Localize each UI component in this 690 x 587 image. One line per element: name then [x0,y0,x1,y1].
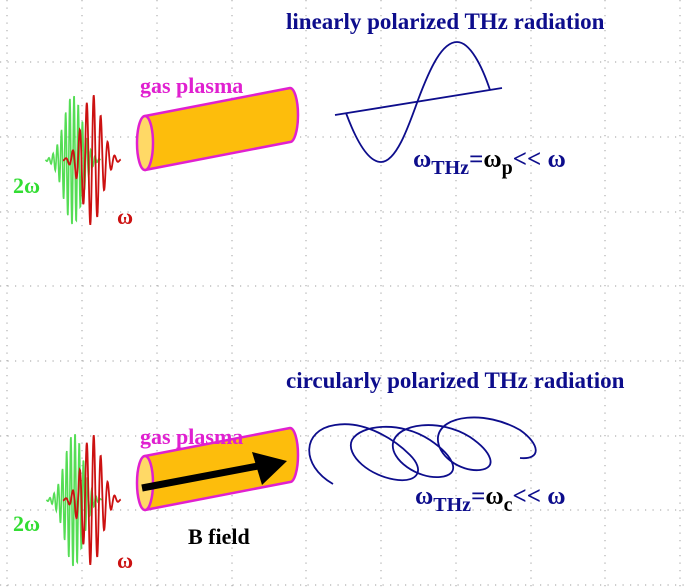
formula-plasma-frequency: ωTHz=ωp<< ω [413,146,566,178]
red-omega-pulse-top [62,95,122,226]
b-field-label: B field [188,524,250,549]
omega-thz-symbol: ω [413,146,432,173]
omega-thz-symbol: ω [415,483,434,510]
c-subscript: c [503,494,513,516]
gas-plasma-cylinder-top [135,86,300,172]
circular-polarized-helix [308,416,537,485]
thz-subscript: THz [431,157,470,179]
omega-label-bottom: ω [117,548,134,573]
much-less-than-omega: << ω [512,483,566,510]
propagation-axis-line [334,87,503,116]
two-omega-label-top: 2ω [13,173,41,198]
p-subscript: p [501,157,513,179]
omega-p-symbol: ω [483,146,502,173]
thz-subscript: THz [433,494,472,516]
gas-plasma-label-top: gas plasma [140,73,244,98]
formula-cyclotron-frequency: ωTHz=ωc<< ω [415,483,566,515]
linear-polarized-wave [345,41,491,163]
circular-polarization-title: circularly polarized THz radiation [286,368,625,393]
equals-sign: = [469,146,484,173]
much-less-than-omega: << ω [512,146,566,173]
omega-c-symbol: ω [485,483,504,510]
omega-label-top: ω [117,204,134,229]
equals-sign: = [471,483,486,510]
red-omega-pulse-bottom [62,435,122,566]
linear-polarization-title: linearly polarized THz radiation [286,9,605,34]
gas-plasma-label-bottom: gas plasma [140,424,244,449]
b-field-arrow-icon [141,452,287,492]
two-omega-label-bottom: 2ω [13,511,41,536]
